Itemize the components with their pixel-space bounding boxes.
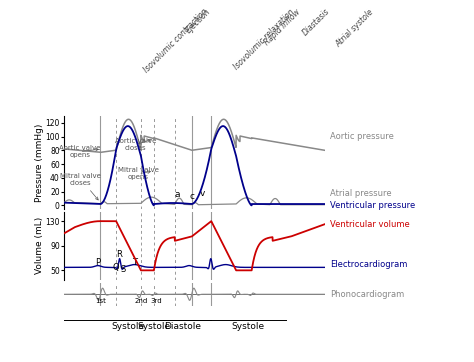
Text: Isovolumic contraction: Isovolumic contraction: [142, 7, 210, 75]
Text: Diastole: Diastole: [164, 323, 201, 332]
Text: Diastasis: Diastasis: [301, 7, 332, 38]
Text: S: S: [120, 265, 126, 274]
Text: Mitral valve
closes: Mitral valve closes: [61, 173, 101, 200]
Text: Ventricular pressure: Ventricular pressure: [330, 201, 415, 210]
Text: Systole: Systole: [111, 323, 145, 332]
Text: T: T: [132, 258, 137, 267]
Text: v: v: [200, 189, 205, 198]
Y-axis label: Volume (mL): Volume (mL): [35, 217, 44, 274]
Y-axis label: Pressure (mmHg): Pressure (mmHg): [35, 123, 44, 202]
Text: Phonocardiogram: Phonocardiogram: [330, 290, 404, 299]
Text: Ventricular volume: Ventricular volume: [330, 220, 410, 228]
Text: a: a: [174, 190, 180, 199]
Text: Atrial systole: Atrial systole: [334, 7, 375, 49]
Text: Aortic valve
opens: Aortic valve opens: [59, 145, 100, 158]
Text: 1st: 1st: [95, 298, 106, 304]
Text: Electrocardiogram: Electrocardiogram: [330, 260, 407, 269]
Text: Aortic pressure: Aortic pressure: [330, 132, 394, 141]
Text: 3rd: 3rd: [151, 298, 163, 304]
Text: Q: Q: [113, 263, 119, 272]
Text: c: c: [189, 192, 194, 201]
Text: Atrial pressure: Atrial pressure: [330, 189, 392, 198]
Text: Aortic valve
closes: Aortic valve closes: [115, 138, 156, 151]
Text: Mitral valve
opens: Mitral valve opens: [118, 167, 159, 180]
Text: P: P: [95, 258, 100, 268]
Text: R: R: [117, 251, 122, 260]
Text: Isovolumic relaxation: Isovolumic relaxation: [232, 7, 296, 71]
Text: Rapid inflow: Rapid inflow: [263, 7, 302, 47]
Text: Ejection: Ejection: [185, 7, 213, 35]
Text: Systole: Systole: [232, 323, 265, 332]
Text: 2nd: 2nd: [134, 298, 147, 304]
Text: Systole: Systole: [137, 323, 171, 332]
